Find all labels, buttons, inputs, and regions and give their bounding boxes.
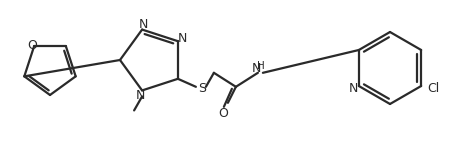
Text: N: N <box>178 32 187 45</box>
Text: N: N <box>252 62 261 75</box>
Text: O: O <box>27 39 37 52</box>
Text: N: N <box>349 83 358 95</box>
Text: N: N <box>135 89 145 102</box>
Text: H: H <box>257 61 265 71</box>
Text: S: S <box>198 82 206 95</box>
Text: N: N <box>138 18 148 31</box>
Text: Cl: Cl <box>427 83 439 95</box>
Text: O: O <box>218 107 228 120</box>
